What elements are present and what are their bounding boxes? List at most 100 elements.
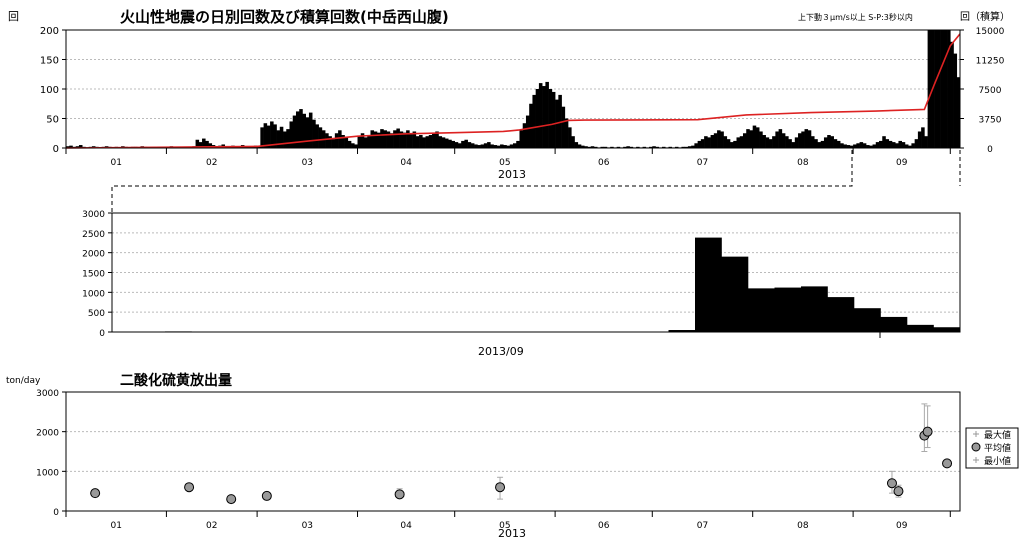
panel1-bar — [723, 136, 728, 148]
panel1-bar — [642, 146, 647, 148]
panel1-x-tick-label: 03 — [302, 158, 313, 168]
panel1-bar — [295, 111, 300, 148]
panel1-bar — [817, 142, 822, 148]
panel1-bar — [205, 140, 209, 148]
panel1-bar — [681, 146, 685, 148]
panel1-bar — [364, 137, 368, 148]
panel1-bar — [500, 144, 504, 148]
panel2-bar — [774, 287, 802, 332]
panel1-bar — [856, 143, 860, 148]
panel1-bar — [509, 144, 514, 148]
panel1-bar — [866, 145, 870, 148]
panel-daily-earthquakes: 回 火山性地震の日別回数及び積算回数(中岳西山腹) 上下動３μm/s以上 S-P… — [8, 8, 1010, 181]
panel1-bar — [78, 145, 83, 148]
panel1-bar — [428, 135, 433, 148]
panel1-bar — [937, 30, 941, 148]
panel1-bar — [393, 130, 397, 148]
panel1-bar — [525, 115, 530, 148]
panel1-bar — [328, 136, 332, 148]
panel1-bar — [746, 129, 750, 148]
panel3-gridlines — [66, 431, 960, 472]
panel1-bar — [503, 145, 507, 148]
panel2-y-tick-label: 1500 — [82, 270, 105, 280]
panel1-bar — [367, 135, 371, 148]
panel1-bar — [538, 83, 543, 148]
panel1-bar — [616, 146, 621, 148]
panel1-bar — [289, 121, 294, 148]
panel1-bar — [629, 146, 634, 148]
panel1-bar — [464, 139, 468, 148]
panel3-points — [90, 426, 953, 505]
panel1-bar — [308, 112, 313, 148]
panel1-bar — [292, 115, 297, 148]
panel1-bar — [571, 136, 575, 148]
panel1-bar — [545, 81, 549, 148]
panel2-bar — [668, 330, 696, 332]
panel1-ylabel-right: 回（積算） — [960, 10, 1010, 23]
panel2-bar — [748, 288, 775, 332]
panel1-bar — [947, 30, 951, 148]
panel2-bar — [933, 327, 961, 332]
panel2-y-tick-label: 500 — [88, 309, 105, 319]
panel1-gridlines — [66, 59, 960, 119]
panel1-bar — [451, 140, 455, 148]
panel1-bar — [315, 124, 319, 148]
panel1-bar — [898, 140, 902, 148]
panel1-bar — [891, 142, 896, 148]
panel1-y-tick-label: 200 — [40, 26, 59, 37]
panel1-bar — [399, 131, 404, 148]
panel1-bar — [694, 143, 698, 148]
panel1-bar — [785, 136, 789, 148]
panel1-bar — [263, 123, 268, 148]
panel1-bar — [652, 146, 656, 148]
panel1-bar — [334, 133, 339, 148]
panel3-title: 二酸化硫黄放出量 — [120, 372, 232, 389]
panel1-bar — [904, 144, 909, 148]
panel3-legend: 最大値 平均値 最小値 — [965, 427, 1019, 469]
panel1-bar — [438, 136, 443, 148]
panel3-x-tick-label: 02 — [206, 521, 217, 531]
panel3-y-tick-label: 1000 — [36, 468, 59, 478]
panel1-bar — [389, 133, 394, 148]
zoom-connector-left — [111, 150, 853, 212]
panel1-bar — [636, 146, 640, 148]
panel1-bar — [700, 139, 705, 148]
panel1-bar — [496, 145, 501, 148]
panel1-bar — [830, 136, 834, 148]
panel1-bar — [788, 139, 792, 148]
panel1-bar — [474, 144, 478, 148]
panel1-bar — [513, 143, 517, 148]
panel1-x-tick-label: 04 — [400, 158, 412, 168]
panel1-bar — [331, 139, 336, 148]
panel1-bar — [742, 133, 747, 148]
panel1-bar — [869, 145, 873, 148]
panel1-bar — [386, 131, 391, 148]
panel3-x-tick-label: 03 — [302, 521, 313, 531]
panel1-bar — [911, 143, 915, 148]
panel1-bar — [435, 131, 439, 148]
panel3-x-tick-label: 04 — [400, 521, 412, 531]
panel1-bar — [506, 145, 511, 148]
panel2-bar — [695, 237, 722, 332]
panel1-bar — [697, 140, 702, 148]
panel2-bar — [880, 316, 908, 332]
panel1-y-tick-label-right: 15000 — [976, 27, 1005, 37]
panel1-bar — [814, 139, 818, 148]
panel1-bar — [419, 135, 423, 148]
panel1-bar — [467, 142, 472, 148]
panel1-bar — [765, 137, 770, 148]
panel2-y-tick-label: 1000 — [82, 289, 105, 299]
panel1-bar — [477, 145, 481, 148]
panel1-bar — [529, 103, 533, 148]
panel1-bar — [827, 135, 831, 148]
panel1-bar — [804, 129, 809, 148]
panel1-xlabel: 2013 — [498, 168, 526, 181]
panel1-y-ticks-left: 0 50 100 150 200 — [40, 26, 66, 155]
panel1-bar — [707, 137, 711, 148]
panel1-y-tick-label: 150 — [40, 56, 59, 67]
panel1-bar — [798, 133, 802, 148]
panel1-bar — [655, 146, 660, 148]
panel1-bar — [791, 142, 796, 148]
panel1-bar — [674, 146, 679, 148]
